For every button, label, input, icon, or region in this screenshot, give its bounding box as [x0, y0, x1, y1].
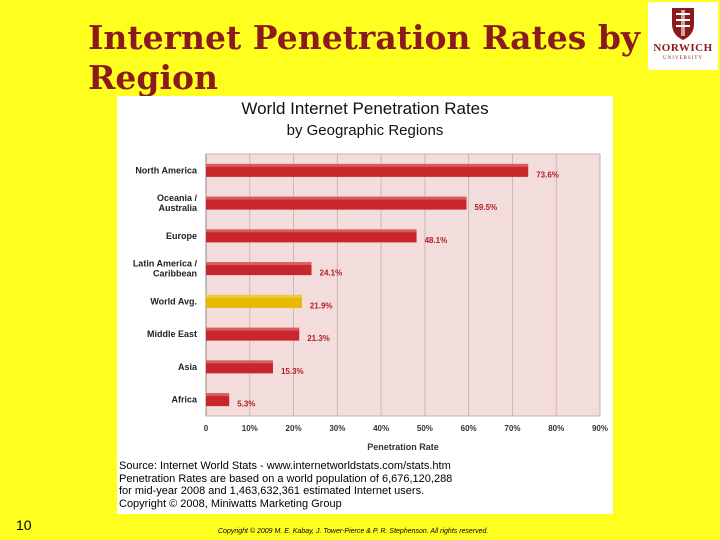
x-tick-label: 30% — [329, 424, 345, 433]
data-label: 73.6% — [536, 170, 559, 179]
data-label: 15.3% — [281, 367, 304, 376]
logo-subtitle: UNIVERSITY — [663, 56, 703, 61]
logo-name: NORWICH — [653, 42, 713, 54]
category-label: North America — [135, 165, 198, 175]
bar — [206, 196, 467, 210]
bar — [206, 262, 312, 276]
bar — [206, 163, 529, 177]
x-tick-label: 80% — [548, 424, 564, 433]
chart-title: World Internet Penetration Rates — [241, 99, 488, 118]
source-line: Penetration Rates are based on a world p… — [119, 472, 453, 485]
source-line: for mid-year 2008 and 1,463,632,361 esti… — [119, 485, 425, 498]
bar — [206, 229, 417, 243]
shield-crest-icon — [672, 8, 694, 40]
bar-chart: World Internet Penetration Rates by Geogr… — [133, 99, 608, 452]
source-line: Copyright © 2008, Miniwatts Marketing Gr… — [119, 497, 342, 510]
category-label: Middle East — [147, 329, 197, 339]
x-tick-label: 50% — [417, 424, 433, 433]
bar-highlight — [206, 262, 312, 266]
category-label: Europe — [166, 231, 197, 241]
data-label: 5.3% — [237, 400, 255, 409]
category-label: World Avg. — [150, 296, 197, 306]
bar-highlight — [206, 196, 467, 200]
category-label: Africa — [171, 395, 198, 405]
bar-highlight — [206, 360, 273, 364]
data-label: 21.3% — [307, 334, 330, 343]
bar-highlight — [206, 327, 300, 331]
category-label: Asia — [178, 362, 198, 372]
x-tick-label: 0 — [204, 424, 209, 433]
chart-subtitle: by Geographic Regions — [287, 122, 444, 139]
x-tick-label: 40% — [373, 424, 389, 433]
category-label: Australia — [158, 203, 198, 213]
x-tick-label: 60% — [461, 424, 477, 433]
data-label: 24.1% — [320, 269, 343, 278]
x-tick-label: 20% — [286, 424, 302, 433]
category-label: Oceania / — [157, 193, 198, 203]
slide-title: Internet Penetration Rates by Region — [88, 18, 641, 97]
bar-highlight — [206, 294, 302, 298]
plot-area — [205, 153, 601, 417]
bar-highlight — [206, 393, 230, 397]
source-note: Source: Internet World Stats - www.inter… — [119, 460, 609, 510]
x-axis-label: Penetration Rate — [367, 442, 439, 452]
data-label: 48.1% — [425, 236, 448, 245]
bar-highlight — [206, 229, 417, 233]
source-line: Source: Internet World Stats - www.inter… — [119, 460, 451, 472]
bar — [206, 327, 300, 341]
bar — [206, 393, 230, 407]
copyright-notice: Copyright © 2009 M. E. Kabay, J. Tower-P… — [218, 528, 489, 535]
data-label: 59.5% — [474, 203, 497, 212]
data-label: 21.9% — [310, 301, 333, 310]
x-tick-label: 70% — [504, 424, 520, 433]
bar-highlight — [206, 163, 529, 167]
x-tick-label: 10% — [242, 424, 258, 433]
chart-panel: World Internet Penetration Rates by Geogr… — [117, 96, 613, 514]
bar — [206, 294, 302, 308]
slide-number: 10 — [16, 517, 32, 533]
x-tick-label: 90% — [592, 424, 608, 433]
university-logo: NORWICH UNIVERSITY — [648, 2, 718, 70]
category-label: Latin America / — [133, 259, 198, 269]
category-label: Caribbean — [153, 269, 197, 279]
bar — [206, 360, 273, 374]
